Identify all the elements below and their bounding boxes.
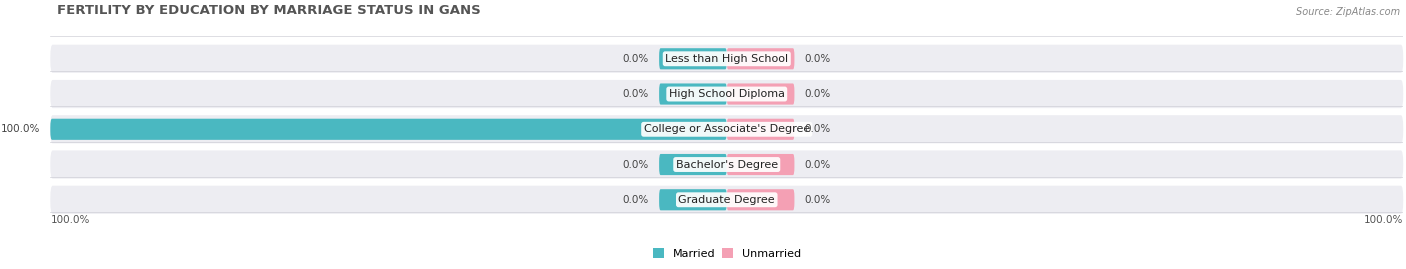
FancyBboxPatch shape xyxy=(727,83,794,105)
Text: 100.0%: 100.0% xyxy=(1,124,41,134)
Text: Source: ZipAtlas.com: Source: ZipAtlas.com xyxy=(1296,7,1400,17)
FancyBboxPatch shape xyxy=(727,154,794,175)
Text: 100.0%: 100.0% xyxy=(1364,215,1403,225)
FancyBboxPatch shape xyxy=(51,119,727,140)
Text: 0.0%: 0.0% xyxy=(623,195,650,205)
Text: 0.0%: 0.0% xyxy=(804,89,831,99)
FancyBboxPatch shape xyxy=(727,48,794,69)
Text: 0.0%: 0.0% xyxy=(623,89,650,99)
FancyBboxPatch shape xyxy=(659,154,727,175)
Text: 0.0%: 0.0% xyxy=(804,54,831,64)
FancyBboxPatch shape xyxy=(51,115,1403,143)
Text: 0.0%: 0.0% xyxy=(804,160,831,169)
Text: High School Diploma: High School Diploma xyxy=(669,89,785,99)
Text: Graduate Degree: Graduate Degree xyxy=(679,195,775,205)
Text: College or Associate's Degree: College or Associate's Degree xyxy=(644,124,810,134)
FancyBboxPatch shape xyxy=(659,189,727,210)
Text: 0.0%: 0.0% xyxy=(623,160,650,169)
Text: Less than High School: Less than High School xyxy=(665,54,789,64)
Text: 100.0%: 100.0% xyxy=(51,215,90,225)
FancyBboxPatch shape xyxy=(727,189,794,210)
FancyBboxPatch shape xyxy=(51,150,1403,179)
FancyBboxPatch shape xyxy=(51,186,1403,214)
FancyBboxPatch shape xyxy=(51,80,1403,108)
FancyBboxPatch shape xyxy=(727,119,794,140)
FancyBboxPatch shape xyxy=(51,45,1403,73)
FancyBboxPatch shape xyxy=(659,83,727,105)
FancyBboxPatch shape xyxy=(659,48,727,69)
Legend: Married, Unmarried: Married, Unmarried xyxy=(648,244,806,263)
Text: FERTILITY BY EDUCATION BY MARRIAGE STATUS IN GANS: FERTILITY BY EDUCATION BY MARRIAGE STATU… xyxy=(58,4,481,17)
Text: 0.0%: 0.0% xyxy=(623,54,650,64)
Text: 0.0%: 0.0% xyxy=(804,195,831,205)
Text: Bachelor's Degree: Bachelor's Degree xyxy=(676,160,778,169)
Text: 0.0%: 0.0% xyxy=(804,124,831,134)
